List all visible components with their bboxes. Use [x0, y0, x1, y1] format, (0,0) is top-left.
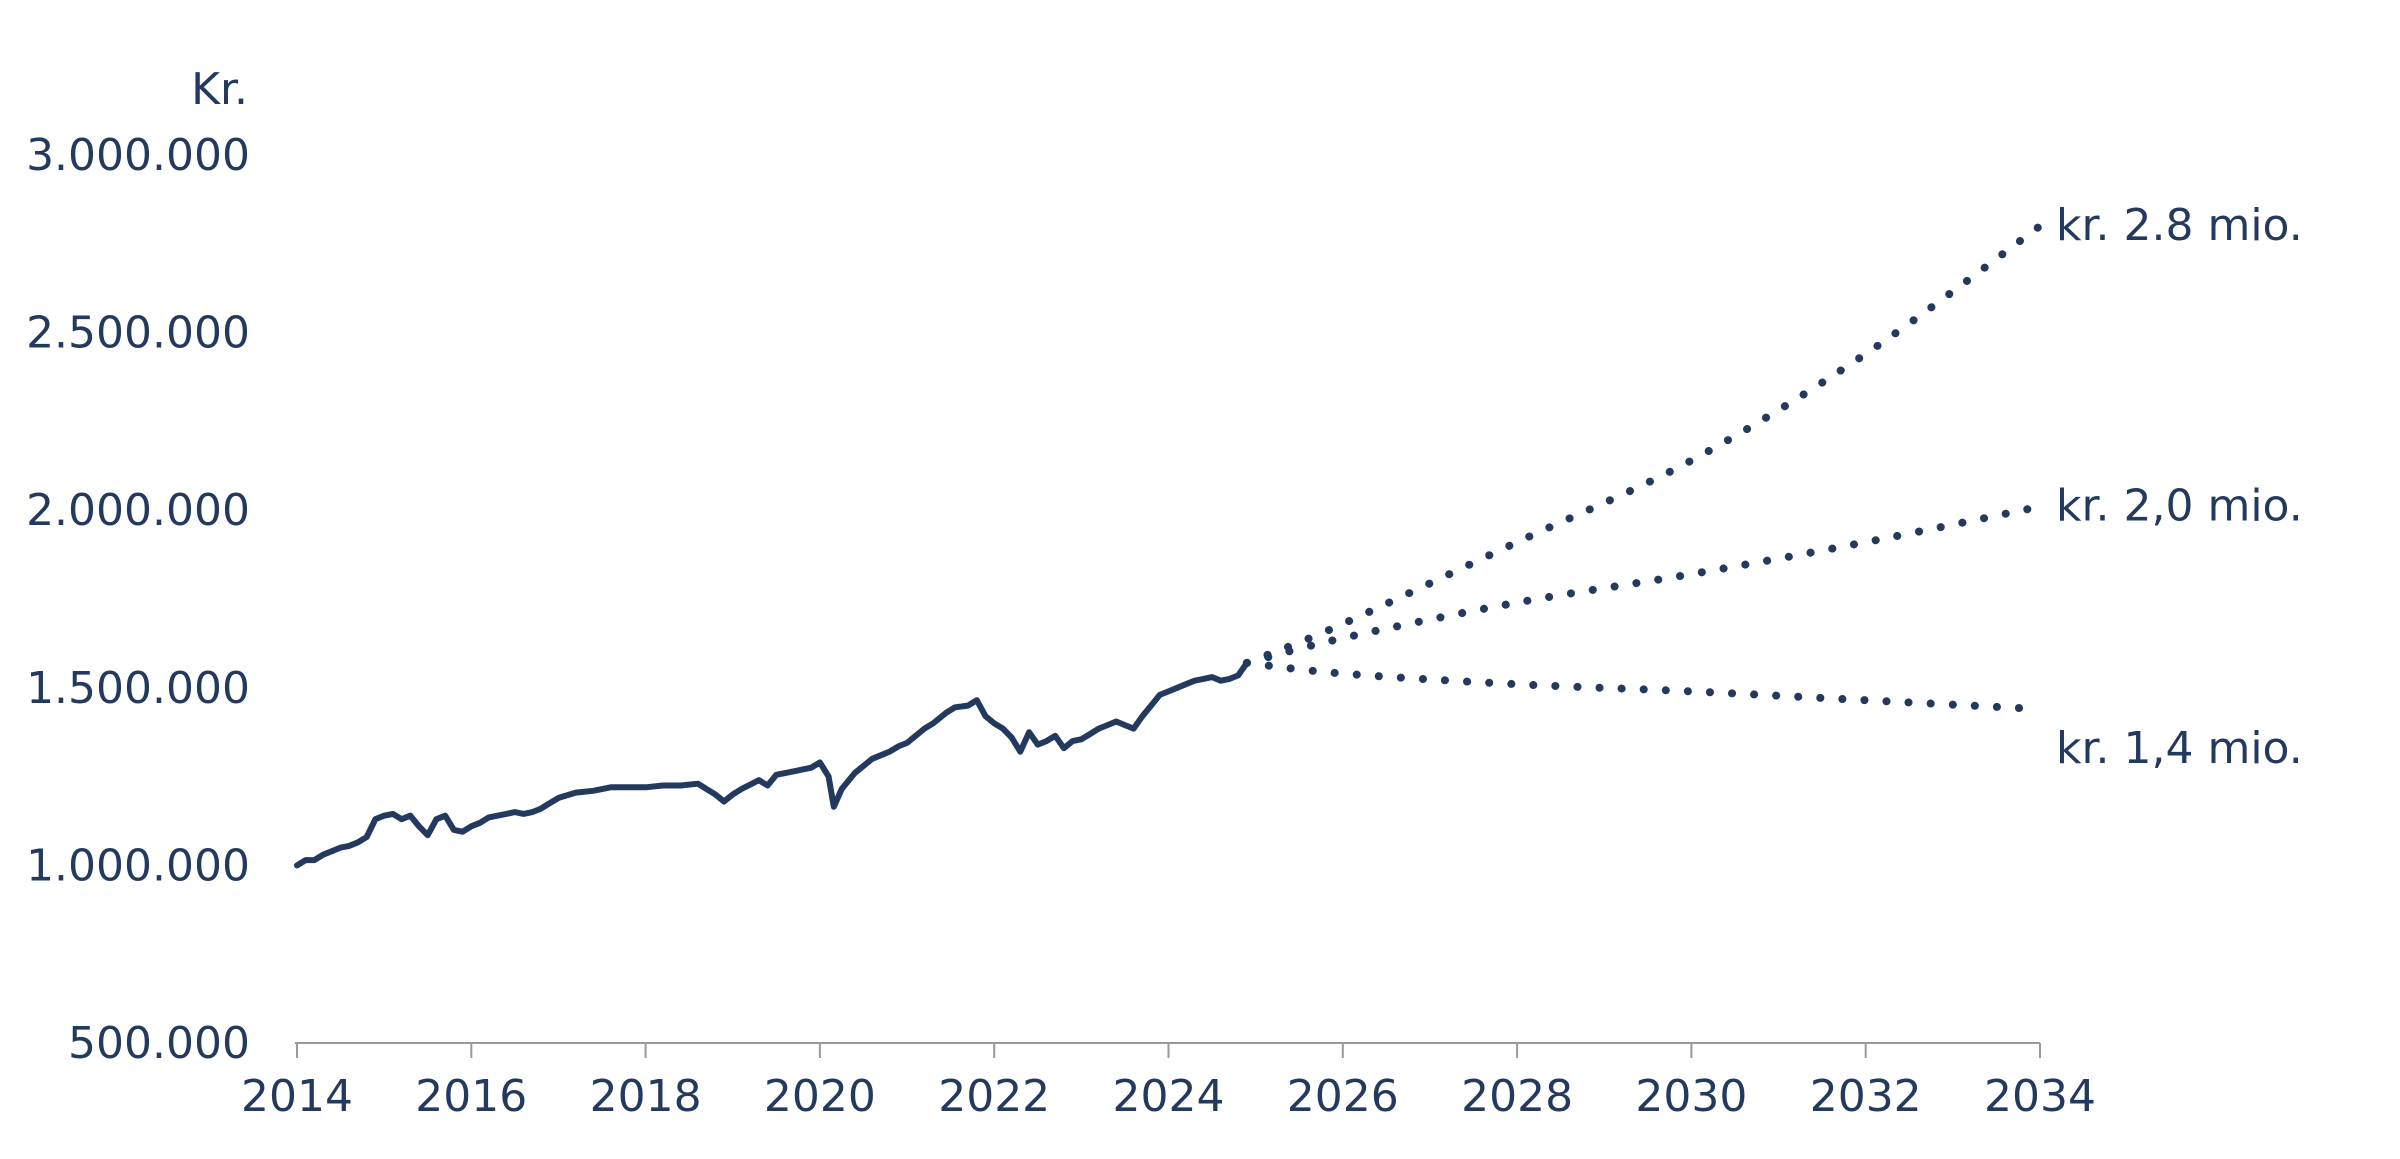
x-axis: 2014 2016 2018 2020 2022 2024 2026 2028 2030 2032…	[241, 1042, 2096, 1122]
projection-series-line	[1242, 222, 2044, 667]
plot-area	[294, 222, 2044, 869]
y-tick-label: 500.000	[68, 1018, 250, 1069]
x-tick-label: 2026	[1287, 1071, 1399, 1122]
series-end-label: kr. 2.8 mio.	[2056, 200, 2303, 251]
x-tick-label: 2030	[1635, 1071, 1747, 1122]
x-tick-label: 2022	[938, 1071, 1050, 1122]
series-end-label: kr. 1,4 mio.	[2056, 723, 2303, 774]
y-tick-label: 2.000.000	[26, 485, 250, 536]
x-tick-label: 2034	[1984, 1071, 2096, 1122]
historical-series-line	[294, 659, 1250, 869]
series-end-label: kr. 2,0 mio.	[2056, 481, 2303, 532]
projection-series-line	[1242, 658, 2044, 714]
x-tick-label: 2018	[590, 1071, 702, 1122]
x-tick-label: 2028	[1461, 1071, 1573, 1122]
y-unit-label: Kr.	[191, 64, 248, 115]
y-tick-label: 1.000.000	[26, 840, 250, 891]
x-tick-label: 2024	[1113, 1071, 1225, 1122]
y-tick-label: 3.000.000	[26, 130, 250, 181]
y-tick-label: 2.500.000	[26, 308, 250, 359]
end-labels: kr. 2.8 mio. kr. 2,0 mio. kr. 1,4 mio.	[2056, 200, 2303, 774]
y-axis: Kr. 500.000 1.000.000 1.500.000 2.000.000 2.…	[26, 64, 250, 1069]
projection-series-line	[1242, 502, 2044, 667]
x-tick-label: 2020	[764, 1071, 876, 1122]
x-tick-label: 2016	[415, 1071, 527, 1122]
x-tick-label: 2032	[1810, 1071, 1922, 1122]
y-tick-label: 1.500.000	[26, 663, 250, 714]
x-tick-label: 2014	[241, 1071, 353, 1122]
